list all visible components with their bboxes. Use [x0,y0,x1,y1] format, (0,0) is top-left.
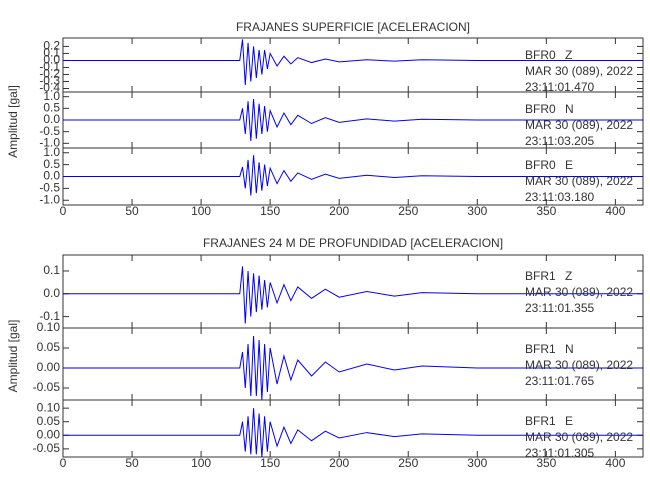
component-label: N [565,102,574,116]
y-tick-label: 1.0 [43,145,60,159]
waveform [63,98,643,142]
date-label: MAR 30 (089), 2022 [525,285,633,299]
x-tick-label: 250 [398,456,418,470]
time-label: 23:11:03.180 [525,190,595,204]
y-tick-label: -0.1 [39,309,60,323]
chart-title: FRAJANES 24 M DE PROFUNDIDAD [ACELERACIO… [203,236,503,250]
time-label: 23:11:01.305 [525,446,595,460]
x-tick-label: 100 [191,204,211,218]
y-tick-label: -1.0 [39,136,60,150]
y-tick-label: -1.0 [39,192,60,206]
waveform [63,266,643,324]
station-label: BFR1 [525,269,556,283]
y-tick-label: 0.2 [43,39,60,53]
x-tick-label: 50 [125,204,139,218]
date-label: MAR 30 (089), 2022 [525,64,633,78]
y-tick-label: 0.5 [43,157,60,171]
station-label: BFR0 [525,48,556,62]
x-tick-label: 400 [605,204,625,218]
x-tick-label: 0 [60,456,67,470]
station-label: BFR1 [525,342,556,356]
y-tick-label: -0.3 [39,74,60,88]
waveform [63,335,643,401]
date-label: MAR 30 (089), 2022 [525,358,633,372]
component-label: E [565,158,573,172]
y-tick-label: 0.10 [37,400,61,414]
date-label: MAR 30 (089), 2022 [525,118,633,132]
waveform [63,39,643,86]
y-tick-label: 0.0 [43,112,60,126]
x-tick-label: 150 [260,204,280,218]
component-label: Z [565,269,572,283]
y-axis-label: Amplitud [gal] [6,85,20,158]
waveform [63,155,643,196]
station-label: BFR0 [525,158,556,172]
time-label: 23:11:03.205 [525,134,595,148]
y-tick-label: 0.00 [37,360,61,374]
time-label: 23:11:01.470 [525,80,595,94]
y-tick-label: 0.00 [37,427,61,441]
station-label: BFR0 [525,102,556,116]
waveform [63,408,643,458]
chart-title: FRAJANES SUPERFICIE [ACELERACION] [236,20,470,34]
component-label: Z [565,48,572,62]
date-label: MAR 30 (089), 2022 [525,174,633,188]
x-tick-label: 350 [536,456,556,470]
x-tick-label: 150 [260,456,280,470]
component-label: N [565,342,574,356]
panel-frame [62,399,644,458]
y-tick-label: 1.0 [43,89,60,103]
x-tick-label: 350 [536,204,556,218]
y-tick-label: 0.0 [43,53,60,67]
time-label: 23:11:01.355 [525,301,595,315]
y-tick-label: 0.05 [37,340,61,354]
y-tick-label: 0.0 [43,169,60,183]
date-label: MAR 30 (089), 2022 [525,430,633,444]
y-tick-label: -0.1 [39,60,60,74]
y-tick-label: -0.05 [33,380,61,394]
y-axis-label: Amplitud [gal] [6,320,20,393]
y-tick-label: 0.1 [43,46,60,60]
y-tick-label: -0.4 [39,81,60,95]
y-tick-label: -0.05 [33,441,61,455]
component-label: E [565,414,573,428]
y-tick-label: 0.5 [43,101,60,115]
time-label: 23:11:01.765 [525,374,595,388]
y-tick-label: 0.05 [37,414,61,428]
x-tick-label: 400 [605,456,625,470]
y-tick-label: -0.2 [39,67,60,81]
x-tick-label: 0 [60,204,67,218]
x-tick-label: 250 [398,204,418,218]
y-tick-label: -0.5 [39,124,60,138]
y-tick-label: 0.1 [43,263,60,277]
y-tick-label: 0.0 [43,286,60,300]
station-label: BFR1 [525,414,556,428]
x-tick-label: 300 [467,456,487,470]
y-tick-label: 0.10 [37,320,61,334]
x-tick-label: 50 [125,456,139,470]
x-tick-label: 100 [191,456,211,470]
x-tick-label: 300 [467,204,487,218]
y-tick-label: -0.5 [39,181,60,195]
x-tick-label: 200 [329,204,349,218]
x-tick-label: 200 [329,456,349,470]
